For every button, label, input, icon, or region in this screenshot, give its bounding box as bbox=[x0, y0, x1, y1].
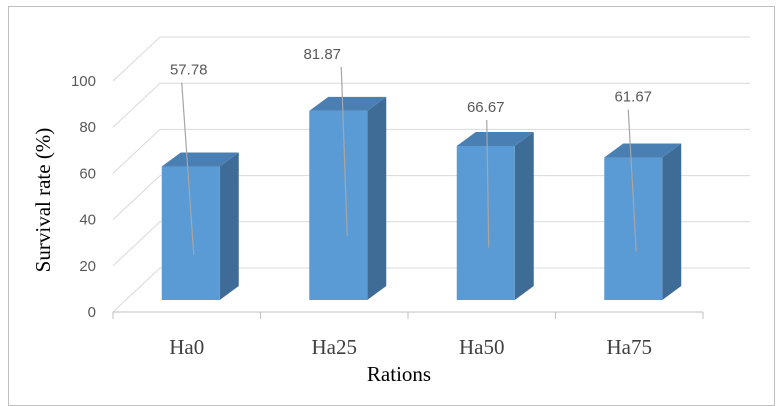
bar-top bbox=[309, 96, 387, 111]
bar-front bbox=[309, 110, 368, 300]
y-axis-title: Survival rate (%) bbox=[31, 128, 55, 273]
bar-ha0 bbox=[161, 152, 239, 300]
bar-side bbox=[514, 131, 534, 300]
bar-front bbox=[161, 166, 220, 300]
x-category-labels: Ha0 Ha25 Ha50 Ha75 bbox=[169, 335, 652, 359]
x-category-label: Ha75 bbox=[607, 335, 653, 359]
data-label-leader bbox=[181, 82, 195, 255]
bar-side bbox=[219, 152, 239, 300]
bar-side bbox=[367, 96, 387, 300]
gridline-side bbox=[112, 221, 161, 267]
bars bbox=[161, 96, 682, 300]
x-category-label: Ha25 bbox=[312, 335, 358, 359]
gridline-side bbox=[112, 175, 161, 220]
gridline-side bbox=[112, 129, 161, 174]
y-tick-label: 100 bbox=[71, 73, 96, 90]
data-label-leader bbox=[486, 119, 490, 248]
bar-top bbox=[604, 143, 682, 158]
bar-side bbox=[662, 143, 682, 300]
y-tick-label: 0 bbox=[88, 304, 96, 321]
y-tick-label: 80 bbox=[79, 119, 96, 136]
data-labels: 57.78 81.87 66.67 61.67 bbox=[170, 46, 652, 255]
bar-ha75 bbox=[604, 143, 682, 300]
data-label: 66.67 bbox=[467, 99, 505, 116]
data-label: 81.87 bbox=[303, 46, 341, 63]
x-category-label: Ha0 bbox=[169, 335, 204, 359]
bar-ha25 bbox=[309, 96, 387, 300]
x-category-label: Ha50 bbox=[459, 335, 505, 359]
data-label: 57.78 bbox=[170, 62, 208, 79]
y-tick-label: 20 bbox=[79, 258, 96, 275]
gridline-side bbox=[112, 36, 161, 82]
y-tick-label: 40 bbox=[79, 212, 96, 229]
data-label: 61.67 bbox=[614, 89, 652, 106]
y-tick-label: 60 bbox=[79, 165, 96, 182]
y-tick-labels: 0 20 40 60 80 100 bbox=[71, 73, 96, 321]
gridline-side bbox=[112, 82, 161, 128]
x-axis-title: Rations bbox=[367, 362, 431, 386]
bar-top bbox=[161, 152, 239, 167]
bar-front bbox=[604, 157, 663, 300]
bar-top bbox=[456, 131, 534, 146]
bar-ha50 bbox=[456, 131, 534, 300]
bar-front bbox=[456, 145, 515, 300]
data-label-leader bbox=[340, 66, 348, 236]
survival-rate-chart: 0 20 40 60 80 100 Ha0 Ha25 Ha50 Ha75 57.78 81.87 6… bbox=[31, 36, 750, 386]
gridline-side bbox=[112, 267, 161, 313]
data-label-leader bbox=[627, 109, 637, 252]
